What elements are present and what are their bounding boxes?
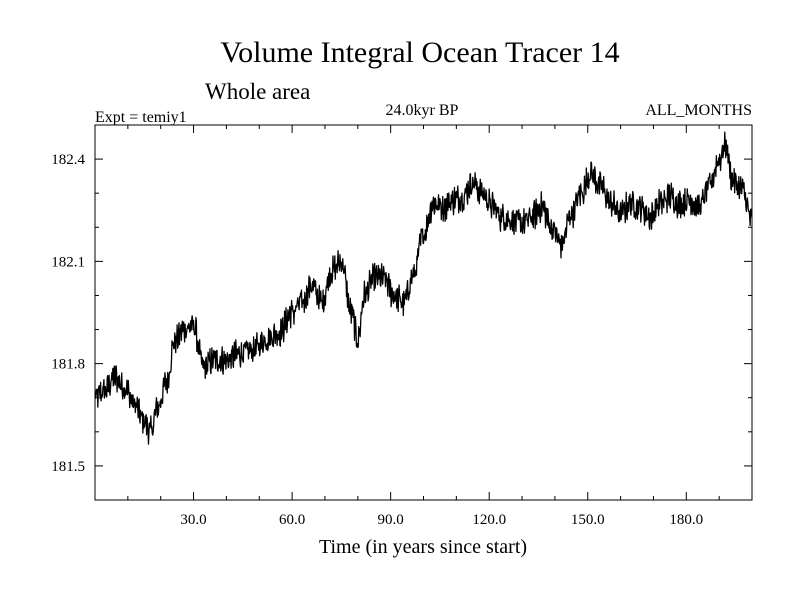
months-label: ALL_MONTHS [645, 102, 752, 119]
x-tick-label: 180.0 [669, 512, 703, 528]
y-tick-label: 181.8 [51, 357, 85, 373]
axis-ticks [95, 125, 752, 500]
plot-frame [94, 124, 753, 501]
y-tick-labels: 181.5 181.8 182.1 182.4 [51, 152, 85, 475]
x-tick-label: 150.0 [571, 512, 605, 528]
chart-subtitle: Whole area [205, 79, 310, 104]
x-axis-label: Time (in years since start) [319, 536, 527, 558]
x-tick-label: 120.0 [472, 512, 506, 528]
period-label: 24.0kyr BP [386, 102, 459, 119]
chart-title: Volume Integral Ocean Tracer 14 [220, 36, 619, 69]
y-tick-label: 182.1 [51, 254, 85, 270]
series-line [95, 131, 752, 445]
x-tick-labels: 30.0 60.0 90.0 120.0 150.0 180.0 [180, 512, 703, 528]
x-tick-label: 90.0 [378, 512, 404, 528]
y-tick-label: 182.4 [51, 152, 85, 168]
experiment-label: Expt = temiy1 [95, 109, 187, 126]
x-tick-label: 30.0 [180, 512, 206, 528]
x-tick-label: 60.0 [279, 512, 305, 528]
y-tick-label: 181.5 [51, 459, 85, 475]
series-layer [95, 131, 752, 445]
